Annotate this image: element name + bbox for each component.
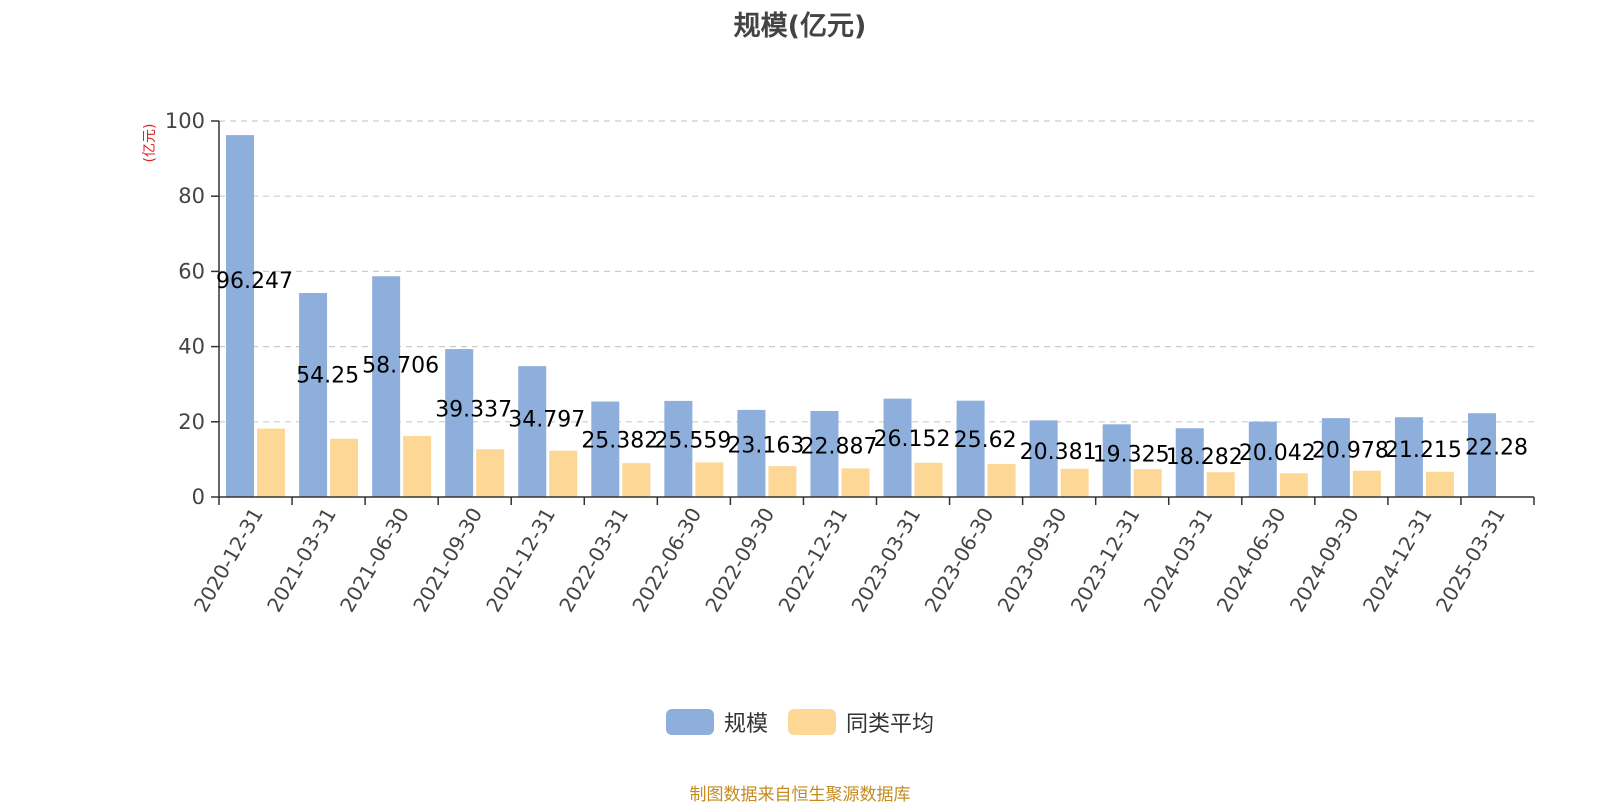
bar-scale <box>883 398 912 497</box>
x-tick-label: 2021-09-30 <box>408 504 487 617</box>
bar-scale <box>1321 418 1350 497</box>
bar-peer-average <box>695 462 724 497</box>
x-tick-label: 2024-09-30 <box>1285 504 1364 617</box>
data-label: 26.152 <box>874 427 951 452</box>
bar-peer-average <box>257 428 286 497</box>
x-tick-label: 2023-06-30 <box>920 503 999 616</box>
bar-scale <box>1029 420 1058 497</box>
y-tick-label: 0 <box>192 485 205 509</box>
bar-scale <box>1248 421 1277 497</box>
y-axis-label: (亿元) <box>142 124 158 163</box>
source-note: 制图数据来自恒生聚源数据库 <box>689 785 911 805</box>
x-tick-label: 2021-06-30 <box>335 504 414 617</box>
bar-peer-average <box>987 463 1016 497</box>
x-tick-label: 2024-03-31 <box>1139 504 1218 617</box>
bar-peer-average <box>914 462 943 497</box>
x-tick-label: 2021-03-31 <box>262 504 341 617</box>
legend-label-scale: 规模 <box>723 712 768 737</box>
bar-scale <box>1175 428 1204 497</box>
bar-peer-average <box>1060 468 1089 497</box>
bar-peer-average <box>1279 473 1308 497</box>
data-label: 21.215 <box>1385 438 1462 463</box>
bar-peer-average <box>841 468 870 497</box>
data-label: 25.559 <box>654 428 731 453</box>
x-tick-label: 2023-03-31 <box>846 504 925 617</box>
data-label: 19.325 <box>1093 442 1170 467</box>
data-label: 39.337 <box>435 397 512 422</box>
bars <box>226 135 1496 498</box>
data-label: 22.28 <box>1465 436 1528 461</box>
bar-peer-average <box>330 438 359 497</box>
bar-scale <box>737 409 766 497</box>
data-label: 54.25 <box>296 364 359 389</box>
y-tick-label: 100 <box>165 109 205 133</box>
bar-scale <box>591 401 620 497</box>
bar-peer-average <box>476 449 505 497</box>
data-label: 58.706 <box>362 354 439 379</box>
legend-item-scale[interactable]: 规模 <box>665 706 768 738</box>
x-tick-label: 2023-09-30 <box>993 504 1072 617</box>
bar-peer-average <box>1425 471 1454 497</box>
x-tick-label: 2023-12-31 <box>1066 504 1145 617</box>
x-tick-label: 2024-06-30 <box>1212 504 1291 617</box>
x-tick-label: 2022-06-30 <box>627 504 706 617</box>
legend-swatch-scale <box>665 709 714 735</box>
legend-swatch-peer-average <box>788 709 836 735</box>
bar-peer-average <box>1133 469 1162 497</box>
x-tick-label: 2025-03-31 <box>1431 504 1510 617</box>
bar-scale <box>810 410 839 497</box>
y-tick-label: 20 <box>178 410 205 434</box>
x-tick-label: 2022-12-31 <box>773 504 852 617</box>
y-tick-label: 60 <box>178 259 205 283</box>
bar-scale <box>226 135 255 498</box>
data-label: 25.62 <box>954 428 1017 453</box>
bar-scale <box>445 349 474 497</box>
bar-peer-average <box>622 463 651 497</box>
data-label: 96.247 <box>216 269 293 294</box>
bar-scale <box>372 276 401 497</box>
bar-peer-average <box>768 466 797 497</box>
bar-peer-average <box>1352 470 1381 497</box>
data-label: 20.978 <box>1312 439 1389 464</box>
y-tick-label: 80 <box>178 184 205 208</box>
chart-title: 规模(亿元) <box>733 11 867 42</box>
bar-scale <box>664 400 693 497</box>
bar-peer-average <box>403 436 432 497</box>
data-label: 23.163 <box>727 434 804 459</box>
x-tick-label: 2022-09-30 <box>700 504 779 617</box>
bar-scale <box>1467 413 1496 497</box>
data-label: 20.042 <box>1239 441 1316 466</box>
data-label: 22.887 <box>800 434 877 459</box>
data-label: 25.382 <box>581 429 658 454</box>
legend: 规模 同类平均 <box>0 706 1600 738</box>
x-tick-label: 2022-03-31 <box>554 504 633 617</box>
bar-peer-average <box>549 450 578 497</box>
bar-peer-average <box>1206 472 1235 497</box>
data-label: 34.797 <box>508 407 585 432</box>
data-label: 20.381 <box>1020 440 1097 465</box>
data-label: 18.282 <box>1166 445 1243 470</box>
bar-scale <box>1394 417 1423 497</box>
data-labels: 96.247 54.25 58.706 39.33734.79725.38225.55… <box>216 269 1528 470</box>
y-tick-label: 40 <box>178 335 205 359</box>
x-tick-label: 2020-12-31 <box>189 504 268 617</box>
bar-scale <box>956 400 985 497</box>
x-tick-label: 2024-12-31 <box>1358 504 1437 617</box>
bar-scale <box>299 293 328 497</box>
legend-label-peer-average: 同类平均 <box>846 712 935 737</box>
legend-item-peer-average[interactable]: 同类平均 <box>788 706 934 738</box>
bar-scale <box>1102 424 1131 497</box>
x-tick-label: 2021-12-31 <box>481 504 560 617</box>
bar-scale <box>518 366 547 497</box>
